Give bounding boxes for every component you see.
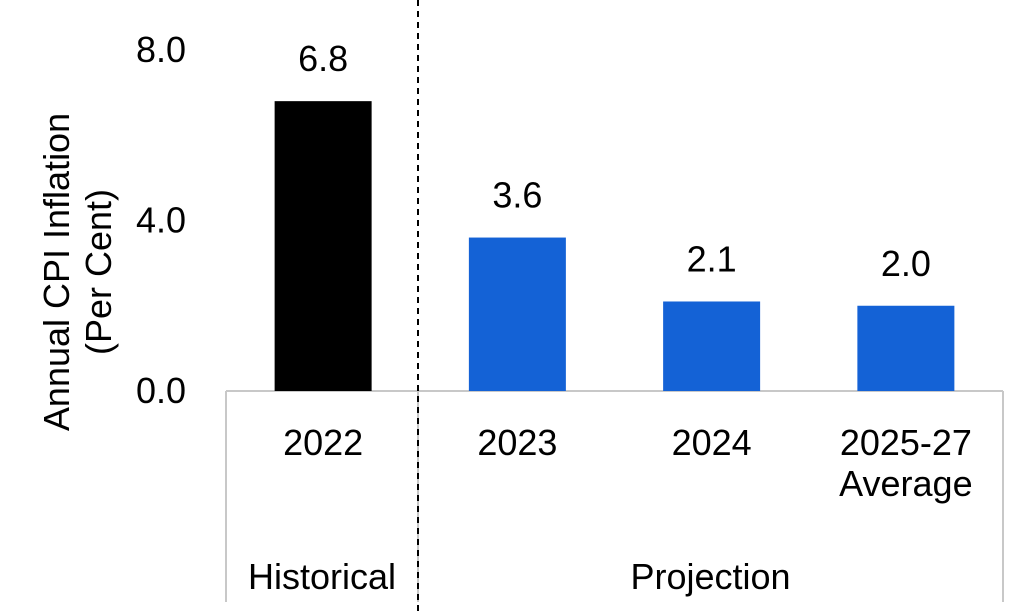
- group-labels: Historical Projection: [248, 556, 791, 597]
- y-axis-title-line: Annual CPI Inflation: [36, 113, 77, 431]
- y-axis-title-text: Annual CPI Inflation (Per Cent): [36, 113, 119, 431]
- data-label: 3.6: [492, 175, 542, 216]
- data-label: 2.0: [881, 243, 931, 284]
- y-tick-label: 8.0: [136, 29, 186, 70]
- y-axis-title-line: (Per Cent): [78, 189, 119, 355]
- bar-2022: [274, 101, 372, 392]
- y-tick-label: 0.0: [136, 370, 186, 411]
- bar-2024: [663, 301, 761, 391]
- y-axis-title: Annual CPI Inflation (Per Cent): [36, 113, 119, 431]
- data-label: 6.8: [298, 38, 348, 79]
- bar-2025-27-average: [857, 305, 955, 391]
- category-label: 2022: [283, 422, 363, 463]
- category-label: 2023: [477, 422, 557, 463]
- category-label: Average: [839, 463, 972, 504]
- y-tick-label: 4.0: [136, 200, 186, 241]
- group-label-projection: Projection: [630, 556, 790, 597]
- y-tick-labels: 0.0 4.0 8.0: [136, 29, 186, 411]
- category-label: 2024: [672, 422, 752, 463]
- bars: [274, 101, 955, 392]
- bar-2023: [468, 237, 566, 391]
- group-label-historical: Historical: [248, 556, 396, 597]
- data-label: 2.1: [687, 238, 737, 279]
- category-label: 2025-27: [840, 422, 972, 463]
- data-labels: 6.8 3.6 2.1 2.0: [298, 38, 931, 284]
